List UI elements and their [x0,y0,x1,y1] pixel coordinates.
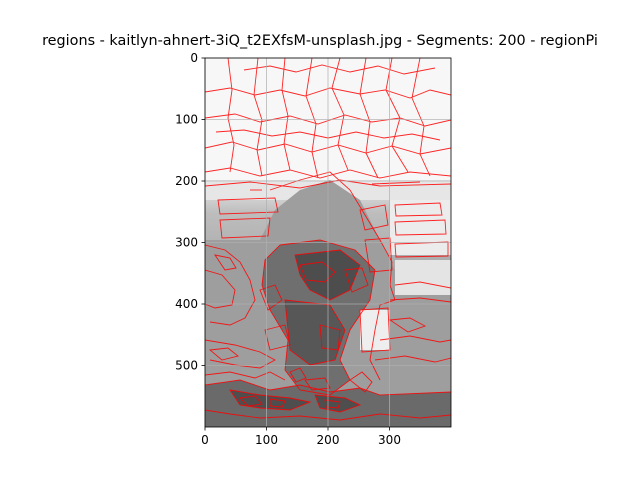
x-tick-label: 300 [378,433,401,447]
chart-title: regions - kaitlyn-ahnert-3iQ_t2EXfsM-uns… [42,33,598,49]
y-tick-label: 400 [175,297,198,311]
y-axis: 0 100 200 300 400 500 [175,51,205,373]
y-tick-label: 300 [175,236,198,250]
y-tick-label: 200 [175,174,198,188]
y-tick-label: 100 [175,113,198,127]
x-axis: 0 100 200 300 [201,427,401,447]
y-tick-label: 500 [175,359,198,373]
x-tick-label: 200 [317,433,340,447]
x-tick-label: 100 [255,433,278,447]
x-tick-label: 0 [201,433,209,447]
y-tick-label: 0 [190,51,198,65]
